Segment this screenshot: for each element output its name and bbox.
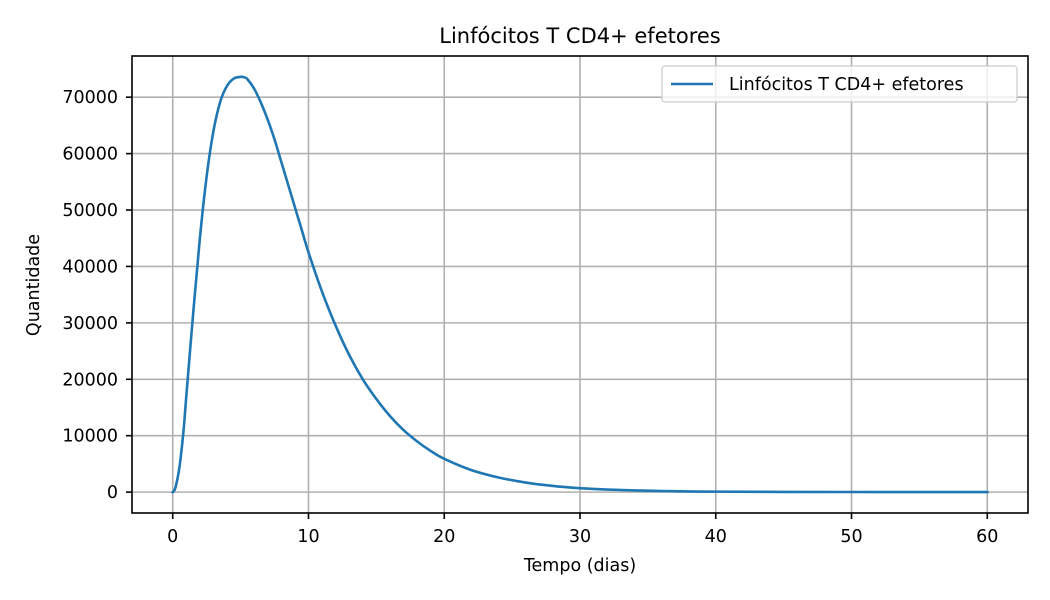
x-tick-label: 40 [705, 527, 727, 547]
y-axis-label: Quantidade [24, 234, 44, 336]
x-tick-label: 0 [167, 527, 178, 547]
x-tick-label: 30 [569, 527, 591, 547]
x-tick-label: 50 [840, 527, 862, 547]
y-tick-label: 70000 [62, 88, 118, 108]
y-tick-label: 0 [107, 483, 118, 503]
series-line [170, 75, 989, 494]
x-tick-label: 10 [297, 527, 319, 547]
series-layer [170, 75, 989, 494]
x-tick-label: 60 [976, 527, 998, 547]
chart-title: Linfócitos T CD4+ efetores [439, 24, 720, 48]
y-tick-label: 30000 [62, 314, 118, 334]
x-axis-label: Tempo (dias) [523, 556, 636, 576]
y-tick-label: 60000 [62, 145, 118, 165]
legend-box [661, 65, 1018, 103]
x-tick-label: 20 [433, 527, 455, 547]
axis-ticks: 0 10 20 30 40 50 60 0 10000 20000 30000 40000 50000 6… [62, 88, 998, 547]
grid [132, 56, 1028, 513]
y-tick-label: 50000 [62, 201, 118, 221]
y-tick-label: 20000 [62, 370, 118, 390]
legend-label: Linfócitos T CD4+ efetores [729, 75, 964, 95]
legend: Linfócitos T CD4+ efetores [661, 65, 1018, 103]
y-tick-label: 40000 [62, 257, 118, 277]
y-tick-label: 10000 [62, 427, 118, 447]
